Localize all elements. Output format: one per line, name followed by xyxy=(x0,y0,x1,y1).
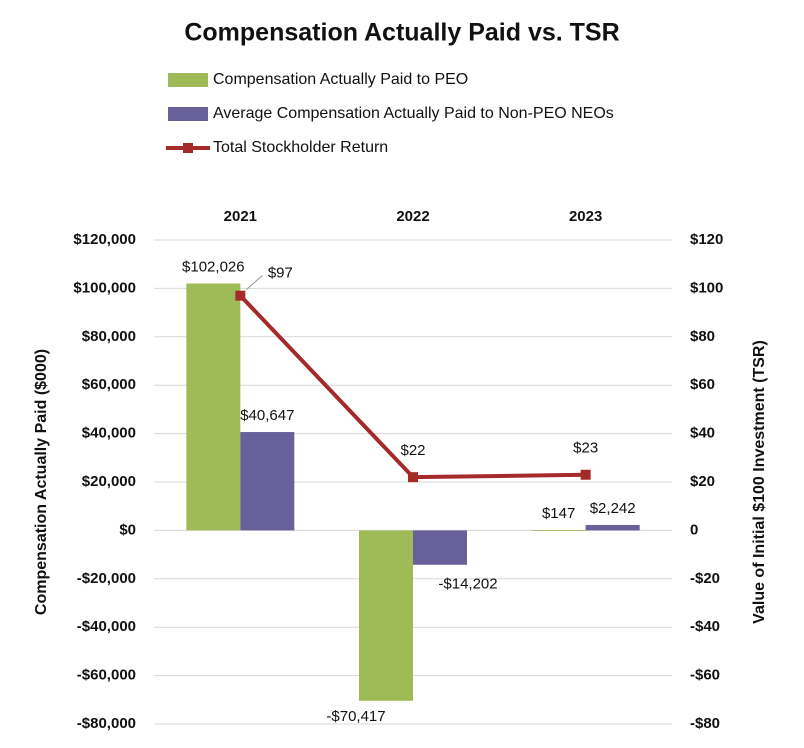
y2-tick-label: $60 xyxy=(690,376,715,393)
data-label: $23 xyxy=(573,440,598,457)
marker xyxy=(580,469,591,480)
y2-tick-label: -$60 xyxy=(690,667,720,684)
y-tick-label: -$60,000 xyxy=(77,667,136,684)
y-tick-label: -$20,000 xyxy=(77,570,136,587)
data-label: -$70,417 xyxy=(326,708,385,725)
y-tick-label: -$80,000 xyxy=(77,715,136,732)
bar xyxy=(413,530,467,565)
y2-tick-label: $80 xyxy=(690,328,715,345)
data-label: $147 xyxy=(542,505,575,522)
legend-label: Compensation Actually Paid to PEO xyxy=(213,71,468,88)
y2-tick-label: -$40 xyxy=(690,618,720,635)
y-tick-label: $20,000 xyxy=(82,473,136,490)
y-tick-label: $100,000 xyxy=(73,279,136,296)
y-tick-label: $80,000 xyxy=(82,328,136,345)
y-tick-label: $120,000 xyxy=(73,231,136,248)
bar xyxy=(585,524,640,531)
y2-tick-label: $40 xyxy=(690,425,715,442)
y-tick-label: $0 xyxy=(119,521,136,538)
y2-tick-label: -$80 xyxy=(690,715,720,732)
legend-label: Average Compensation Actually Paid to No… xyxy=(213,105,614,122)
y-tick-label: $60,000 xyxy=(82,376,136,393)
bar xyxy=(531,530,586,531)
data-label: $40,647 xyxy=(240,407,294,424)
marker xyxy=(408,472,418,483)
legend-label: Total Stockholder Return xyxy=(213,139,388,156)
data-label: $102,026 xyxy=(182,258,245,275)
x-tick-label: 2021 xyxy=(224,208,257,225)
legend-swatch xyxy=(168,73,208,87)
leader-line xyxy=(246,275,263,291)
y-tick-label: $40,000 xyxy=(82,425,136,442)
legend-swatch xyxy=(168,107,208,121)
y2-tick-label: -$20 xyxy=(690,570,720,587)
legend-swatch xyxy=(183,143,193,153)
bar xyxy=(186,283,241,531)
bar xyxy=(240,432,295,531)
data-label: $22 xyxy=(400,442,425,459)
y2-tick-label: $20 xyxy=(690,473,715,490)
data-label: $2,242 xyxy=(590,500,636,517)
y2-axis-title: Value of Initial $100 Investment (TSR) xyxy=(751,340,768,624)
chart-title: Compensation Actually Paid vs. TSR xyxy=(184,19,619,47)
marker xyxy=(235,290,246,301)
y2-tick-label: 0 xyxy=(690,521,698,538)
bar xyxy=(359,530,413,701)
y2-tick-label: $120 xyxy=(690,231,723,248)
x-tick-label: 2022 xyxy=(396,208,429,225)
data-label: -$14,202 xyxy=(438,576,497,593)
y2-tick-label: $100 xyxy=(690,279,723,296)
y-axis-title: Compensation Actually Paid ($000) xyxy=(33,349,50,615)
x-tick-label: 2023 xyxy=(569,208,602,225)
data-label: $97 xyxy=(268,265,293,282)
y-tick-label: -$40,000 xyxy=(77,618,136,635)
